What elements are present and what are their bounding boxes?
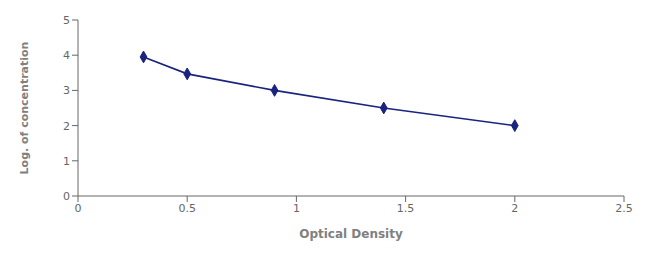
svg-text:3: 3 <box>63 84 70 97</box>
svg-text:4: 4 <box>63 49 70 62</box>
svg-text:Log. of concentration: Log. of concentration <box>18 42 31 175</box>
svg-text:0: 0 <box>75 202 82 215</box>
svg-text:2: 2 <box>63 120 70 133</box>
svg-text:2.5: 2.5 <box>615 202 633 215</box>
svg-text:0: 0 <box>63 190 70 203</box>
svg-text:1.5: 1.5 <box>397 202 415 215</box>
svg-text:5: 5 <box>63 14 70 27</box>
svg-text:1: 1 <box>63 155 70 168</box>
svg-text:2: 2 <box>511 202 518 215</box>
svg-text:0.5: 0.5 <box>178 202 196 215</box>
svg-text:Optical Density: Optical Density <box>299 227 403 241</box>
svg-text:1: 1 <box>293 202 300 215</box>
